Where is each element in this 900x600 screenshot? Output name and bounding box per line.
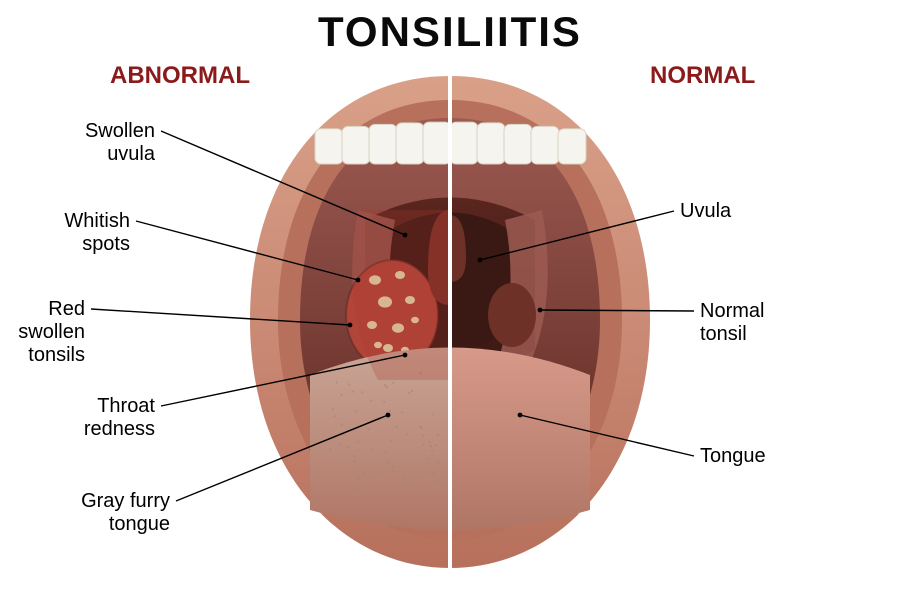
mouth-diagram bbox=[240, 70, 660, 575]
subtitle-normal: NORMAL bbox=[650, 62, 755, 90]
label-swollen-uvula: Swollenuvula bbox=[85, 120, 155, 166]
label-whitish-spots: Whitishspots bbox=[64, 210, 130, 256]
page-title: TONSILIITIS bbox=[318, 8, 582, 56]
label-tongue: Tongue bbox=[700, 445, 766, 468]
label-throat-redness: Throatredness bbox=[84, 395, 155, 441]
label-gray-furry-tongue: Gray furrytongue bbox=[81, 490, 170, 536]
label-normal-tonsil: Normaltonsil bbox=[700, 300, 764, 346]
label-red-swollen-tonsils: Red swollentonsils bbox=[0, 298, 85, 367]
label-uvula: Uvula bbox=[680, 200, 731, 223]
subtitle-abnormal: ABNORMAL bbox=[110, 62, 250, 90]
